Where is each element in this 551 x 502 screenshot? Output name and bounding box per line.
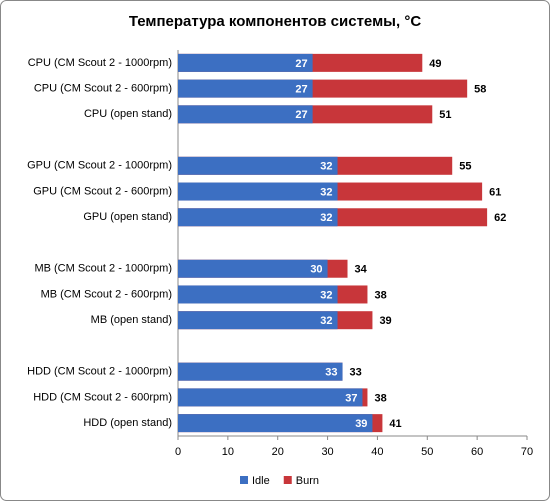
legend-swatch bbox=[283, 476, 292, 484]
chart-title: Температура компонентов системы, °C bbox=[129, 13, 421, 30]
data-label: 39 bbox=[355, 418, 367, 430]
y-tick-label: HDD (CM Scout 2 - 600rpm) bbox=[33, 391, 172, 403]
y-tick-label: CPU (open stand) bbox=[84, 108, 172, 120]
x-tick-label: 60 bbox=[471, 446, 483, 458]
data-label: 27 bbox=[295, 58, 307, 70]
legend-swatch bbox=[240, 476, 248, 484]
data-label: 32 bbox=[320, 186, 332, 198]
data-label: 58 bbox=[474, 84, 486, 96]
x-tick-label: 10 bbox=[222, 446, 234, 458]
bar bbox=[178, 388, 363, 407]
x-tick-label: 30 bbox=[321, 446, 333, 458]
data-label: 55 bbox=[459, 161, 471, 173]
data-label: 62 bbox=[494, 212, 506, 224]
bar bbox=[178, 285, 338, 304]
data-label: 51 bbox=[439, 109, 451, 121]
bar bbox=[178, 79, 313, 98]
y-tick-label: GPU (open stand) bbox=[83, 211, 172, 223]
data-label: 41 bbox=[389, 418, 401, 430]
data-label: 37 bbox=[345, 392, 357, 404]
x-tick-label: 0 bbox=[175, 446, 181, 458]
y-tick-label: MB (CM Scout 2 - 1000rpm) bbox=[34, 263, 172, 275]
x-tick-label: 50 bbox=[421, 446, 433, 458]
bar bbox=[178, 311, 338, 330]
data-label: 32 bbox=[320, 315, 332, 327]
x-tick-label: 40 bbox=[371, 446, 383, 458]
y-tick-label: GPU (CM Scout 2 - 1000rpm) bbox=[27, 160, 172, 172]
bar bbox=[178, 362, 343, 381]
data-label: 32 bbox=[320, 212, 332, 224]
bar bbox=[178, 156, 338, 175]
bar bbox=[178, 259, 328, 278]
bar bbox=[178, 414, 373, 433]
bar bbox=[178, 208, 338, 227]
data-label: 61 bbox=[489, 186, 501, 198]
x-tick-label: 20 bbox=[272, 446, 284, 458]
data-label: 33 bbox=[350, 367, 362, 379]
data-label: 33 bbox=[325, 367, 337, 379]
y-tick-label: MB (CM Scout 2 - 600rpm) bbox=[41, 288, 172, 300]
bar bbox=[178, 53, 313, 72]
data-label: 32 bbox=[320, 289, 332, 301]
x-tick-label: 70 bbox=[521, 446, 533, 458]
data-label: 27 bbox=[295, 84, 307, 96]
data-label: 30 bbox=[310, 264, 322, 276]
y-tick-label: CPU (CM Scout 2 - 1000rpm) bbox=[28, 57, 172, 69]
legend-label: Idle bbox=[252, 475, 270, 487]
data-label: 27 bbox=[295, 109, 307, 121]
y-tick-label: GPU (CM Scout 2 - 600rpm) bbox=[33, 185, 172, 197]
data-label: 49 bbox=[429, 58, 441, 70]
y-tick-label: CPU (CM Scout 2 - 600rpm) bbox=[34, 83, 172, 95]
bar bbox=[178, 182, 338, 201]
legend-label: Burn bbox=[296, 475, 319, 487]
y-tick-label: HDD (open stand) bbox=[83, 417, 172, 429]
y-tick-label: HDD (CM Scout 2 - 1000rpm) bbox=[27, 366, 172, 378]
data-label: 34 bbox=[355, 264, 368, 276]
data-label: 32 bbox=[320, 161, 332, 173]
data-label: 39 bbox=[379, 315, 391, 327]
bar bbox=[178, 105, 313, 124]
y-tick-label: MB (open stand) bbox=[91, 314, 172, 326]
data-label: 38 bbox=[374, 289, 386, 301]
data-label: 38 bbox=[374, 392, 386, 404]
